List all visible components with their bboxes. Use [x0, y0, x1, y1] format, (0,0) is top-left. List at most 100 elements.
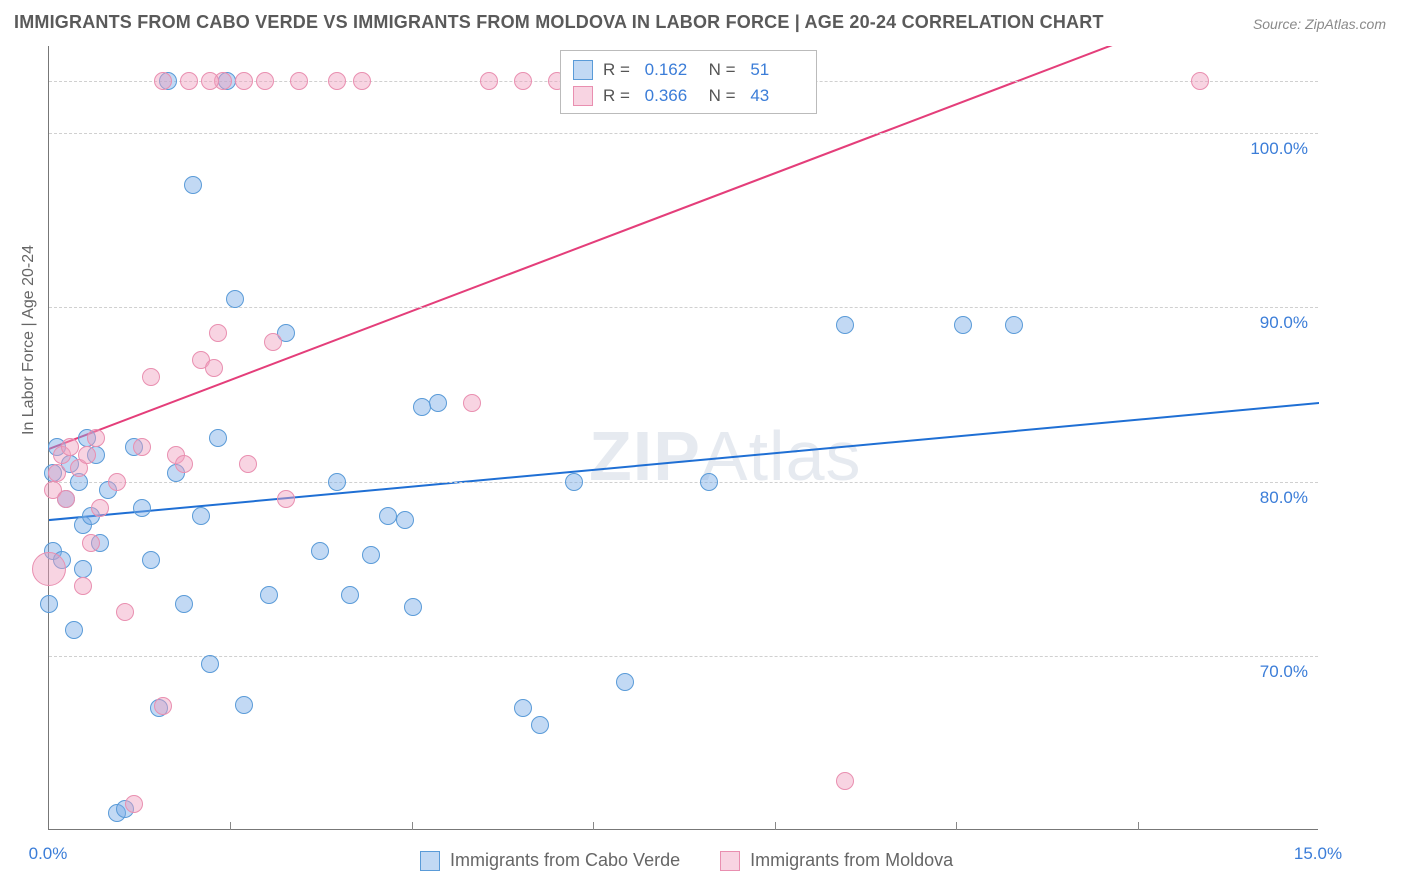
data-point [65, 621, 83, 639]
data-point [311, 542, 329, 560]
data-point [954, 316, 972, 334]
legend-swatch [720, 851, 740, 871]
data-point [209, 324, 227, 342]
y-axis-label: In Labor Force | Age 20-24 [20, 245, 38, 435]
data-point [175, 455, 193, 473]
gridline-horizontal [49, 656, 1318, 657]
data-point [91, 499, 109, 517]
data-point [142, 368, 160, 386]
data-point [264, 333, 282, 351]
y-tick-label: 70.0% [1260, 662, 1308, 682]
data-point [133, 499, 151, 517]
legend-r-value: 0.162 [645, 57, 699, 83]
data-point [480, 72, 498, 90]
data-point [32, 552, 66, 586]
legend-stat-row: R = 0.366 N = 43 [573, 83, 804, 109]
data-point [514, 72, 532, 90]
x-tick-label: 15.0% [1294, 844, 1342, 864]
data-point [616, 673, 634, 691]
data-point [201, 72, 219, 90]
legend-item: Immigrants from Moldova [720, 850, 953, 871]
data-point [180, 72, 198, 90]
data-point [328, 473, 346, 491]
data-point [514, 699, 532, 717]
data-point [565, 473, 583, 491]
correlation-chart: IMMIGRANTS FROM CABO VERDE VS IMMIGRANTS… [0, 0, 1406, 892]
data-point [74, 577, 92, 595]
data-point [116, 603, 134, 621]
data-point [192, 507, 210, 525]
data-point [379, 507, 397, 525]
series-legend: Immigrants from Cabo Verde Immigrants fro… [420, 850, 953, 871]
data-point [87, 429, 105, 447]
data-point [48, 464, 66, 482]
data-point [78, 446, 96, 464]
data-point [235, 696, 253, 714]
gridline-horizontal [49, 133, 1318, 134]
data-point [239, 455, 257, 473]
data-point [61, 438, 79, 456]
data-point [108, 473, 126, 491]
legend-stat-row: R = 0.162 N = 51 [573, 57, 804, 83]
data-point [429, 394, 447, 412]
data-point [184, 176, 202, 194]
x-minor-tick [1138, 822, 1139, 830]
x-minor-tick [775, 822, 776, 830]
data-point [260, 586, 278, 604]
data-point [328, 72, 346, 90]
data-point [277, 490, 295, 508]
source-attribution: Source: ZipAtlas.com [1253, 16, 1386, 32]
y-tick-label: 100.0% [1250, 139, 1308, 159]
data-point [142, 551, 160, 569]
data-point [201, 655, 219, 673]
data-point [836, 772, 854, 790]
data-point [256, 72, 274, 90]
data-point [1191, 72, 1209, 90]
data-point [82, 534, 100, 552]
legend-r-label: R = [603, 83, 635, 109]
plot-area: ZIPAtlas 70.0% 80.0% 90.0% 100.0% [48, 46, 1318, 830]
legend-label: Immigrants from Moldova [750, 850, 953, 871]
legend-n-value: 51 [750, 57, 804, 83]
data-point [353, 72, 371, 90]
data-point [175, 595, 193, 613]
data-point [154, 697, 172, 715]
data-point [836, 316, 854, 334]
data-point [362, 546, 380, 564]
data-point [209, 429, 227, 447]
x-minor-tick [593, 822, 594, 830]
gridline-horizontal [49, 482, 1318, 483]
gridline-horizontal [49, 307, 1318, 308]
watermark: ZIPAtlas [589, 416, 862, 496]
legend-r-value: 0.366 [645, 83, 699, 109]
legend-n-label: N = [709, 83, 741, 109]
data-point [413, 398, 431, 416]
data-point [341, 586, 359, 604]
data-point [226, 290, 244, 308]
x-minor-tick [956, 822, 957, 830]
y-tick-label: 80.0% [1260, 488, 1308, 508]
data-point [205, 359, 223, 377]
data-point [396, 511, 414, 529]
data-point [235, 72, 253, 90]
data-point [1005, 316, 1023, 334]
y-tick-label: 90.0% [1260, 313, 1308, 333]
data-point [290, 72, 308, 90]
legend-n-value: 43 [750, 83, 804, 109]
data-point [154, 72, 172, 90]
x-minor-tick [230, 822, 231, 830]
data-point [125, 795, 143, 813]
x-tick-label: 0.0% [29, 844, 68, 864]
data-point [133, 438, 151, 456]
legend-r-label: R = [603, 57, 635, 83]
legend-item: Immigrants from Cabo Verde [420, 850, 680, 871]
legend-swatch [420, 851, 440, 871]
data-point [74, 560, 92, 578]
data-point [531, 716, 549, 734]
data-point [57, 490, 75, 508]
data-point [40, 595, 58, 613]
data-point [404, 598, 422, 616]
data-point [463, 394, 481, 412]
legend-n-label: N = [709, 57, 741, 83]
x-minor-tick [412, 822, 413, 830]
